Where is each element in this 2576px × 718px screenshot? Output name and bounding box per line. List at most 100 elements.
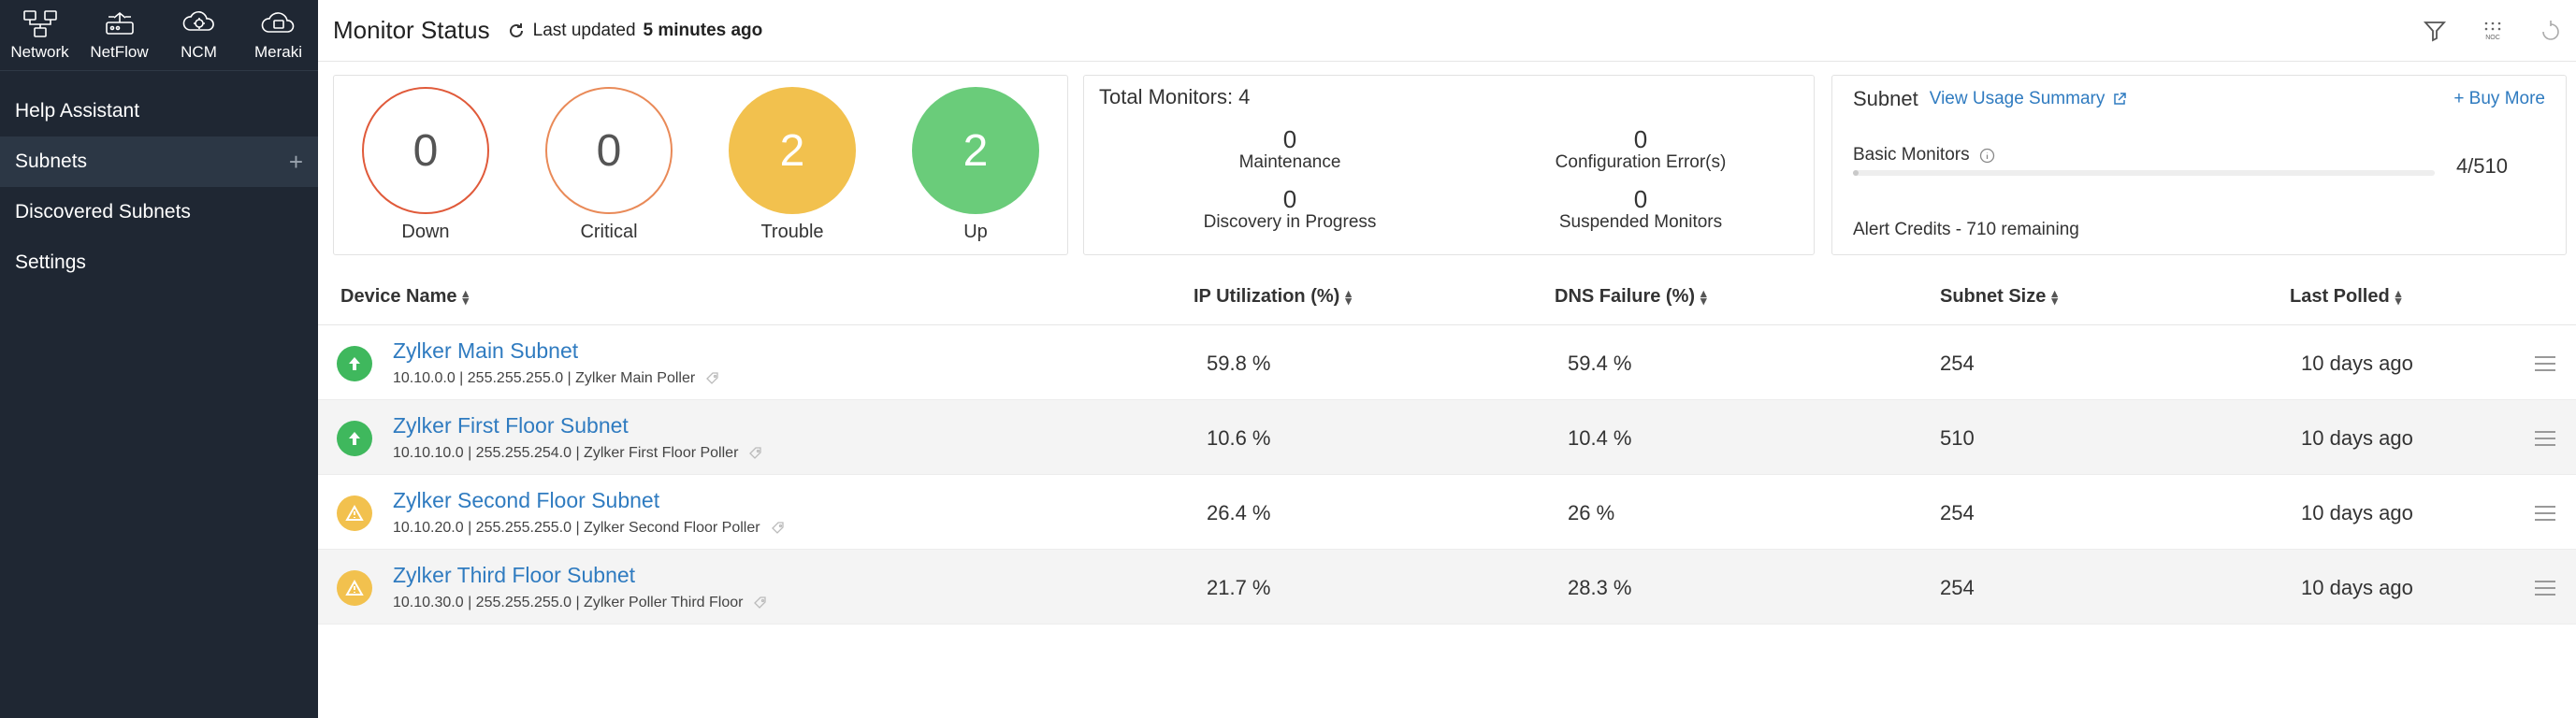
device-name-link[interactable]: Zylker Main Subnet bbox=[393, 338, 579, 363]
status-trouble-icon bbox=[337, 495, 372, 531]
module-meraki[interactable]: Meraki bbox=[239, 0, 318, 70]
sort-icon: ▴ ▾ bbox=[1700, 285, 1707, 308]
sort-icon: ▴ ▾ bbox=[2051, 285, 2058, 308]
sidebar-item-subnets[interactable]: Subnets + bbox=[0, 136, 318, 187]
device-details: 10.10.30.0 | 255.255.255.0 | Zylker Poll… bbox=[393, 595, 769, 611]
last-updated[interactable]: Last updated 5 minutes ago bbox=[507, 20, 763, 41]
basic-monitors: Basic Monitors bbox=[1853, 145, 1995, 165]
ip-utilization-value: 10.6 % bbox=[1207, 426, 1271, 450]
device-details: 10.10.20.0 | 255.255.255.0 | Zylker Seco… bbox=[393, 520, 787, 537]
subnet-size-value: 510 bbox=[1940, 426, 1975, 450]
status-trouble-icon bbox=[337, 570, 372, 606]
tag-icon[interactable] bbox=[770, 520, 787, 537]
tag-icon[interactable] bbox=[704, 370, 721, 387]
ip-utilization-value: 59.8 % bbox=[1207, 352, 1271, 375]
sidebar-item-discovered-subnets[interactable]: Discovered Subnets bbox=[0, 187, 318, 237]
subnet-table: Device Name ▴ ▾ IP Utilization (%) ▴ ▾ DNS… bbox=[318, 269, 2576, 625]
basic-monitors-count: 4/510 bbox=[2455, 154, 2508, 178]
table-row[interactable]: Zylker Second Floor Subnet 10.10.20.0 | … bbox=[318, 475, 2576, 550]
sidebar-item-label: Settings bbox=[15, 251, 86, 273]
column-label: DNS Failure (%) bbox=[1555, 286, 1696, 307]
stat-critical[interactable]: 0 Critical bbox=[517, 76, 701, 254]
sidebar-item-help-assistant[interactable]: Help Assistant bbox=[0, 86, 318, 136]
row-menu-icon[interactable] bbox=[2535, 576, 2555, 600]
row-menu-icon[interactable] bbox=[2535, 352, 2555, 376]
last-polled-value: 10 days ago bbox=[2301, 501, 2413, 524]
device-name-link[interactable]: Zylker First Floor Subnet bbox=[393, 413, 629, 438]
last-updated-label: Last updated bbox=[532, 20, 636, 40]
module-switcher: Network NetFlow NCM Meraki bbox=[0, 0, 318, 71]
discovery-label: Discovery in Progress bbox=[1203, 212, 1377, 232]
row-menu-icon[interactable] bbox=[2535, 426, 2555, 451]
maintenance-count: 0 bbox=[1282, 125, 1297, 153]
column-label: IP Utilization (%) bbox=[1194, 286, 1340, 307]
dns-failure-value: 10.4 % bbox=[1568, 426, 1632, 450]
basic-monitors-label: Basic Monitors bbox=[1853, 145, 1970, 165]
config-errors-metric[interactable]: 0 Configuration Error(s) bbox=[1500, 126, 1781, 173]
device-details: 10.10.10.0 | 255.255.254.0 | Zylker Firs… bbox=[393, 445, 764, 462]
down-label: Down bbox=[401, 222, 450, 242]
table-row[interactable]: Zylker First Floor Subnet 10.10.10.0 | 2… bbox=[318, 400, 2576, 475]
subnet-size-value: 254 bbox=[1940, 576, 1975, 599]
subnet-size-value: 254 bbox=[1940, 352, 1975, 375]
info-icon[interactable] bbox=[1979, 148, 1995, 164]
module-ncm-label: NCM bbox=[181, 42, 217, 61]
buy-more-link[interactable]: + Buy More bbox=[2453, 89, 2545, 108]
discovery-metric[interactable]: 0 Discovery in Progress bbox=[1150, 186, 1430, 233]
sort-icon: ▴ ▾ bbox=[1345, 285, 1352, 308]
view-usage-summary-label: View Usage Summary bbox=[1929, 89, 2106, 108]
module-ncm[interactable]: NCM bbox=[159, 0, 239, 70]
noc-icon[interactable]: NOC bbox=[2481, 19, 2505, 43]
tag-icon[interactable] bbox=[747, 445, 764, 462]
stat-down[interactable]: 0 Down bbox=[334, 76, 517, 254]
device-name-link[interactable]: Zylker Second Floor Subnet bbox=[393, 488, 660, 512]
column-subnet-size[interactable]: Subnet Size ▴ ▾ bbox=[1940, 286, 2058, 308]
subnet-card-header: Subnet View Usage Summary bbox=[1853, 87, 2127, 111]
refresh-action-icon[interactable] bbox=[2539, 19, 2563, 43]
sidebar-item-settings[interactable]: Settings bbox=[0, 237, 318, 288]
last-polled-value: 10 days ago bbox=[2301, 576, 2413, 599]
critical-label: Critical bbox=[580, 222, 638, 242]
device-details-text: 10.10.30.0 | 255.255.255.0 | Zylker Poll… bbox=[393, 595, 744, 610]
module-netflow-label: NetFlow bbox=[90, 42, 149, 61]
sidebar-item-label: Help Assistant bbox=[15, 100, 140, 122]
table-row[interactable]: Zylker Third Floor Subnet 10.10.30.0 | 2… bbox=[318, 550, 2576, 625]
down-count: 0 bbox=[362, 87, 489, 214]
device-name-link[interactable]: Zylker Third Floor Subnet bbox=[393, 563, 636, 587]
add-subnet-button[interactable]: + bbox=[288, 147, 303, 176]
table-header: Device Name ▴ ▾ IP Utilization (%) ▴ ▾ DNS… bbox=[318, 269, 2576, 325]
stat-up[interactable]: 2 Up bbox=[884, 76, 1067, 254]
module-network[interactable]: Network bbox=[0, 0, 80, 70]
up-label: Up bbox=[963, 222, 988, 242]
column-device-name[interactable]: Device Name ▴ ▾ bbox=[340, 286, 469, 308]
meraki-icon bbox=[261, 11, 294, 33]
config-errors-count: 0 bbox=[1633, 125, 1648, 153]
external-link-icon bbox=[2114, 93, 2127, 105]
column-label: Subnet Size bbox=[1940, 286, 2047, 307]
total-monitors-card: Total Monitors: 4 0 Maintenance 0 Config… bbox=[1083, 75, 1815, 255]
stat-trouble[interactable]: 2 Trouble bbox=[701, 76, 884, 254]
filter-icon[interactable] bbox=[2423, 19, 2447, 43]
status-up-icon bbox=[337, 421, 372, 456]
sort-icon: ▴ ▾ bbox=[2395, 285, 2402, 308]
subnet-usage-card: Subnet View Usage Summary + Buy More Bas… bbox=[1831, 75, 2567, 255]
tag-icon[interactable] bbox=[752, 595, 769, 611]
trouble-label: Trouble bbox=[760, 222, 824, 242]
ip-utilization-value: 21.7 % bbox=[1207, 576, 1271, 599]
last-updated-value: 5 minutes ago bbox=[643, 20, 763, 40]
dns-failure-value: 28.3 % bbox=[1568, 576, 1632, 599]
view-usage-summary-link[interactable]: View Usage Summary bbox=[1930, 89, 2128, 109]
critical-count: 0 bbox=[545, 87, 673, 214]
suspended-metric[interactable]: 0 Suspended Monitors bbox=[1500, 186, 1781, 233]
column-last-polled[interactable]: Last Polled ▴ ▾ bbox=[2290, 286, 2401, 308]
row-menu-icon[interactable] bbox=[2535, 501, 2555, 525]
module-netflow[interactable]: NetFlow bbox=[80, 0, 159, 70]
column-dns-failure[interactable]: DNS Failure (%) ▴ ▾ bbox=[1555, 286, 1707, 308]
table-row[interactable]: Zylker Main Subnet 10.10.0.0 | 255.255.2… bbox=[318, 325, 2576, 400]
sidebar: Network NetFlow NCM Meraki bbox=[0, 0, 318, 718]
maintenance-metric[interactable]: 0 Maintenance bbox=[1150, 126, 1430, 173]
column-ip-utilization[interactable]: IP Utilization (%) ▴ ▾ bbox=[1194, 286, 1352, 308]
basic-monitors-progress bbox=[1853, 170, 2435, 176]
module-meraki-label: Meraki bbox=[253, 42, 302, 61]
